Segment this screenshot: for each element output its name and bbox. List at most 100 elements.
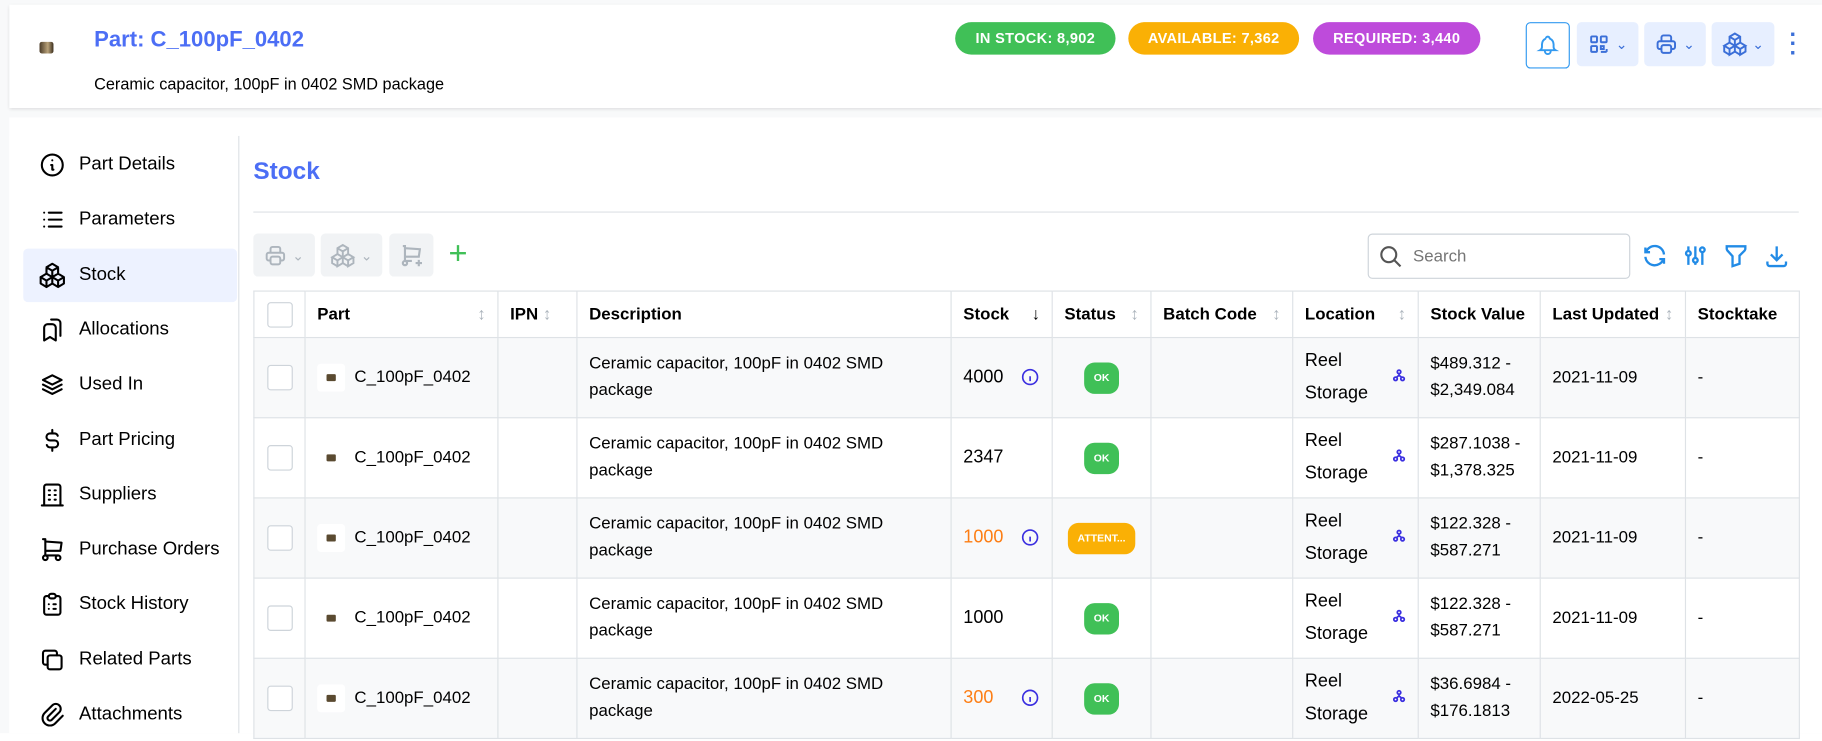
- sidebar-item-parameters[interactable]: Parameters: [23, 193, 237, 246]
- select-all-cell: [253, 290, 306, 339]
- sort-icon: ↕: [1272, 305, 1281, 324]
- location-name: Reel Storage: [1304, 350, 1369, 404]
- sidebar-item-label: Parameters: [79, 209, 176, 230]
- location-cell[interactable]: Reel Storage: [1292, 657, 1419, 740]
- part-thumbnail: [317, 363, 346, 392]
- sidebar-item-label: Purchase Orders: [79, 539, 220, 560]
- row-checkbox[interactable]: [266, 445, 293, 471]
- sidebar-item-used-in[interactable]: Used In: [23, 358, 237, 411]
- column-header-stocktake[interactable]: Stocktake: [1684, 290, 1800, 339]
- table-row[interactable]: C_100pF_0402 Ceramic capacitor, 100pF in …: [253, 657, 1800, 740]
- column-header-part[interactable]: ↕ Part: [304, 290, 499, 339]
- search-input[interactable]: [1410, 245, 1613, 267]
- sidebar-item-purchase-orders[interactable]: Purchase Orders: [23, 523, 237, 576]
- location-cell[interactable]: Reel Storage: [1292, 497, 1419, 579]
- stock-cell: 2347: [950, 417, 1053, 499]
- table-row[interactable]: C_100pF_0402 Ceramic capacitor, 100pF in …: [253, 497, 1800, 579]
- part-cell[interactable]: C_100pF_0402: [304, 336, 499, 419]
- order-parts-button[interactable]: [389, 233, 434, 277]
- location-cell[interactable]: Reel Storage: [1292, 577, 1419, 659]
- part-name: C_100pF_0402: [354, 368, 471, 387]
- sitemap-icon[interactable]: [1392, 449, 1406, 463]
- row-select-cell: [253, 417, 306, 499]
- stocktake-cell: -: [1684, 657, 1800, 740]
- location-cell[interactable]: Reel Storage: [1292, 336, 1419, 419]
- stocktake-cell: -: [1684, 577, 1800, 659]
- chevron-down-icon: ⌄: [1615, 36, 1628, 53]
- info-circle-icon[interactable]: [1020, 688, 1040, 708]
- stock-actions-button[interactable]: ⌄: [1711, 22, 1775, 67]
- select-all-checkbox[interactable]: [266, 301, 293, 328]
- part-name: C_100pF_0402: [354, 608, 471, 628]
- print-button[interactable]: ⌄: [253, 233, 315, 277]
- sidebar-item-stock[interactable]: Stock: [23, 248, 238, 302]
- location-cell[interactable]: Reel Storage: [1292, 417, 1419, 499]
- table-row[interactable]: C_100pF_0402 Ceramic capacitor, 100pF in …: [253, 336, 1800, 419]
- filter-icon[interactable]: [1722, 242, 1750, 270]
- part-description: Ceramic capacitor, 100pF in 0402 SMD pac…: [94, 74, 445, 93]
- row-checkbox[interactable]: [266, 685, 293, 712]
- stock-quantity: 1000: [963, 607, 1004, 628]
- more-options-button[interactable]: · · ·: [1789, 23, 1797, 65]
- last-updated-cell: 2021-11-09: [1539, 336, 1687, 419]
- sitemap-icon[interactable]: [1392, 609, 1406, 623]
- table-row[interactable]: C_100pF_0402 Ceramic capacitor, 100pF in …: [253, 577, 1800, 659]
- refresh-icon[interactable]: [1641, 242, 1669, 270]
- status-badge: OK: [1084, 361, 1119, 394]
- sidebar-item-part-details[interactable]: Part Details: [23, 138, 237, 191]
- add-stock-button[interactable]: +: [449, 235, 468, 271]
- part-cell[interactable]: C_100pF_0402: [304, 417, 499, 499]
- row-select-cell: [253, 657, 306, 740]
- status-cell: OK: [1051, 417, 1152, 499]
- column-header-location[interactable]: ↕ Location: [1292, 290, 1419, 339]
- download-icon[interactable]: [1763, 242, 1791, 270]
- location-name: Reel Storage: [1304, 591, 1369, 644]
- page-title: Part: C_100pF_0402: [94, 27, 304, 53]
- part-cell[interactable]: C_100pF_0402: [304, 657, 499, 740]
- barcode-menu-button[interactable]: ⌄: [1576, 22, 1639, 67]
- sidebar-item-suppliers[interactable]: Suppliers: [23, 468, 237, 521]
- part-cell[interactable]: C_100pF_0402: [304, 497, 499, 579]
- stock-actions-button[interactable]: ⌄: [320, 233, 383, 277]
- search-field[interactable]: [1367, 233, 1631, 279]
- sidebar-item-attachments[interactable]: Attachments: [23, 688, 237, 741]
- sitemap-icon[interactable]: [1392, 689, 1406, 703]
- info-circle-icon[interactable]: [1020, 528, 1040, 548]
- table-columns-icon[interactable]: [1681, 242, 1709, 270]
- sitemap-icon[interactable]: [1392, 368, 1406, 382]
- sidebar-item-related-parts[interactable]: Related Parts: [23, 633, 237, 686]
- column-header-last-updated[interactable]: ↕ Last Updated: [1539, 290, 1687, 339]
- description-cell: Ceramic capacitor, 100pF in 0402 SMD pac…: [576, 497, 952, 579]
- sidebar: Part Details Parameters Stock Allocations Us…: [9, 135, 240, 734]
- dots-vertical-icon: · · ·: [1789, 22, 1798, 67]
- sidebar-item-label: Part Details: [79, 154, 176, 175]
- stocktake-cell: -: [1684, 497, 1800, 579]
- row-checkbox[interactable]: [266, 605, 293, 631]
- column-header-ipn[interactable]: IPN ↕: [497, 290, 578, 339]
- row-checkbox[interactable]: [266, 364, 293, 391]
- column-label: Last Updated: [1552, 305, 1660, 324]
- table-row[interactable]: C_100pF_0402 Ceramic capacitor, 100pF in …: [253, 417, 1800, 499]
- column-header-stock-value[interactable]: Stock Value: [1417, 290, 1541, 339]
- sitemap-icon[interactable]: [1392, 529, 1406, 543]
- column-label: IPN: [510, 305, 539, 324]
- sidebar-item-label: Suppliers: [79, 484, 157, 505]
- sidebar-item-stock-history[interactable]: Stock History: [23, 578, 237, 631]
- row-select-cell: [253, 577, 306, 659]
- column-header-stock[interactable]: ↓ Stock: [950, 290, 1053, 339]
- description-cell: Ceramic capacitor, 100pF in 0402 SMD pac…: [576, 577, 952, 659]
- column-header-status[interactable]: ↕ Status: [1051, 290, 1152, 339]
- row-checkbox[interactable]: [266, 525, 293, 551]
- print-menu-button[interactable]: ⌄: [1644, 22, 1706, 67]
- part-thumbnail: [39, 41, 54, 54]
- section-title: Stock: [253, 158, 320, 185]
- part-cell[interactable]: C_100pF_0402: [304, 577, 499, 659]
- sidebar-item-part-pricing[interactable]: Part Pricing: [23, 413, 237, 466]
- printer-icon: [1657, 34, 1677, 54]
- column-header-description[interactable]: Description: [576, 290, 952, 339]
- notifications-button[interactable]: [1525, 22, 1570, 69]
- info-circle-icon[interactable]: [1020, 367, 1040, 387]
- column-header-batch-code[interactable]: ↕ Batch Code: [1150, 290, 1294, 339]
- sort-icon: ↕: [542, 305, 552, 324]
- sidebar-item-allocations[interactable]: Allocations: [23, 303, 237, 356]
